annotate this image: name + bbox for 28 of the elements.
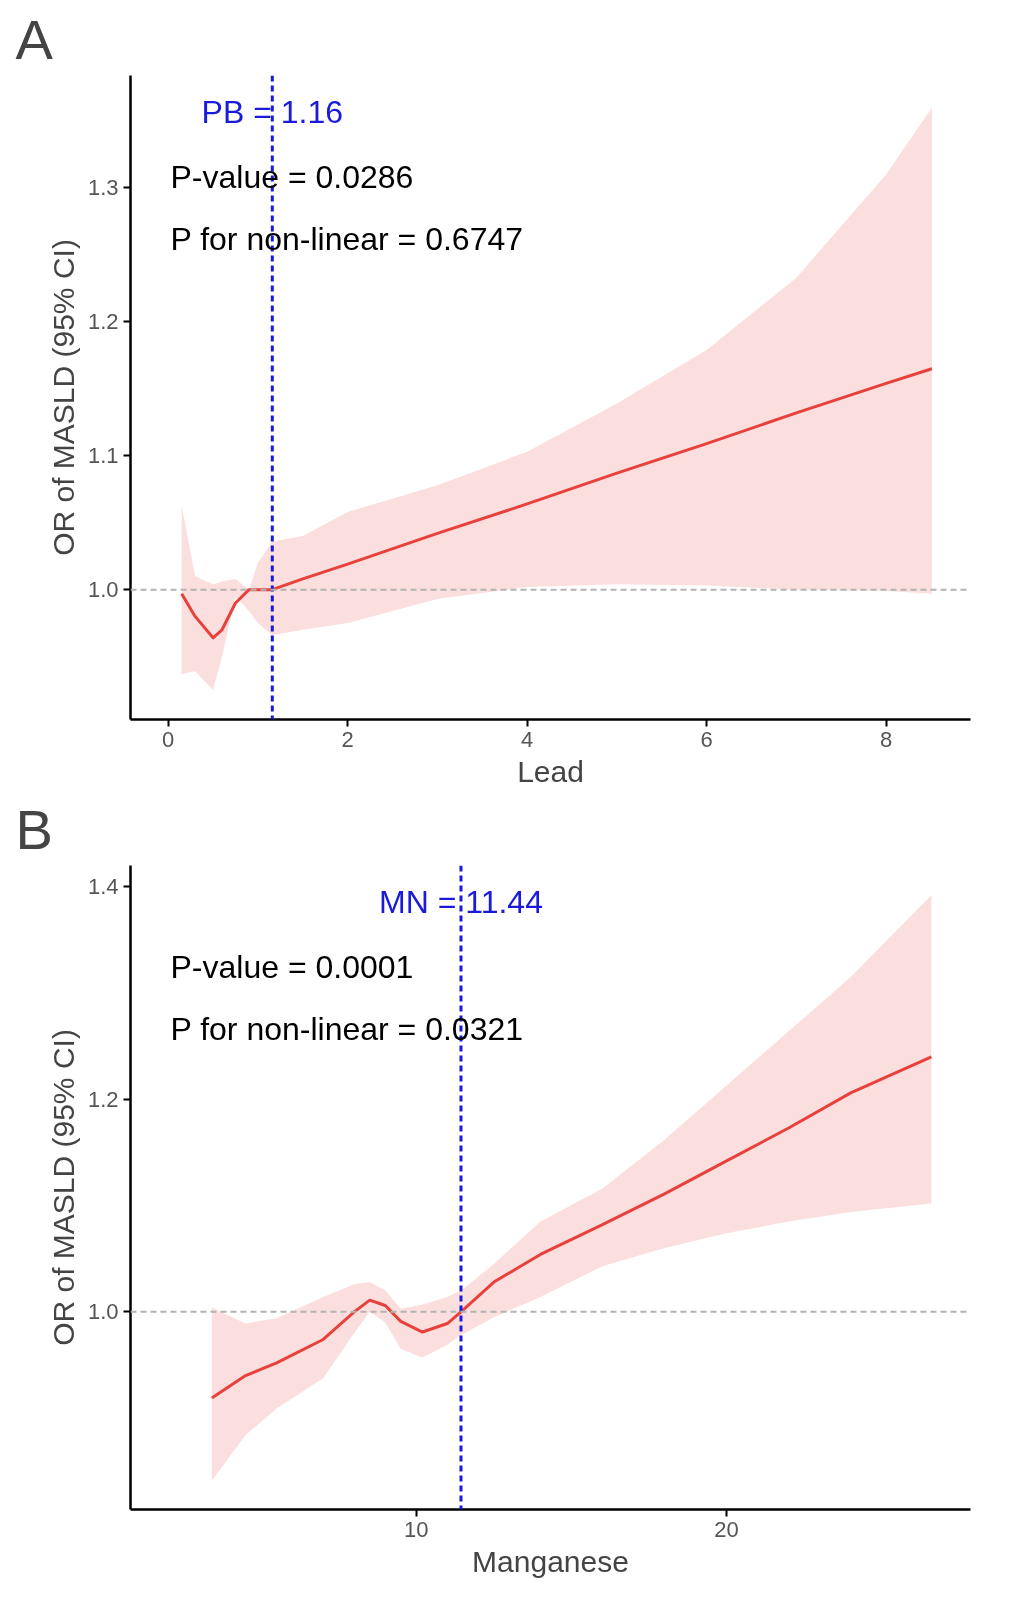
y-tick-label: 1.2: [87, 309, 119, 335]
x-axis-title: Lead: [517, 754, 584, 788]
annotation: P-value = 0.0286: [170, 158, 414, 195]
y-tick-label: 1.0: [87, 1299, 119, 1325]
x-tick-label: 8: [880, 726, 893, 752]
ref-line-label: MN = 11.44: [379, 883, 543, 920]
y-tick-label: 1.1: [87, 443, 119, 469]
line-series: [210, 1055, 933, 1400]
line-series: [180, 367, 934, 640]
annotation: P-value = 0.0001: [170, 948, 414, 985]
y-tick-label: 1.2: [87, 1086, 119, 1112]
y-tick-label: 1.0: [87, 577, 119, 603]
x-tick-label: 0: [162, 726, 175, 752]
annotation: P for non-linear = 0.0321: [170, 1010, 524, 1047]
x-tick-label: 20: [714, 1516, 739, 1542]
y-tick-label: 1.4: [87, 874, 119, 900]
x-tick-label: 6: [700, 726, 713, 752]
x-axis-title: Manganese: [472, 1544, 629, 1578]
annotation: P for non-linear = 0.6747: [170, 220, 524, 257]
chart-title: B: [15, 797, 53, 861]
chart-title: A: [15, 7, 54, 71]
y-tick-label: 1.3: [87, 175, 119, 201]
y-axis-title: OR of MASLD (95% CI): [46, 239, 80, 556]
y-axis-title: OR of MASLD (95% CI): [46, 1029, 80, 1346]
x-tick-label: 2: [341, 726, 354, 752]
x-tick-label: 4: [521, 726, 534, 752]
ref-line-label: PB = 1.16: [201, 93, 344, 130]
x-tick-label: 10: [404, 1516, 429, 1542]
